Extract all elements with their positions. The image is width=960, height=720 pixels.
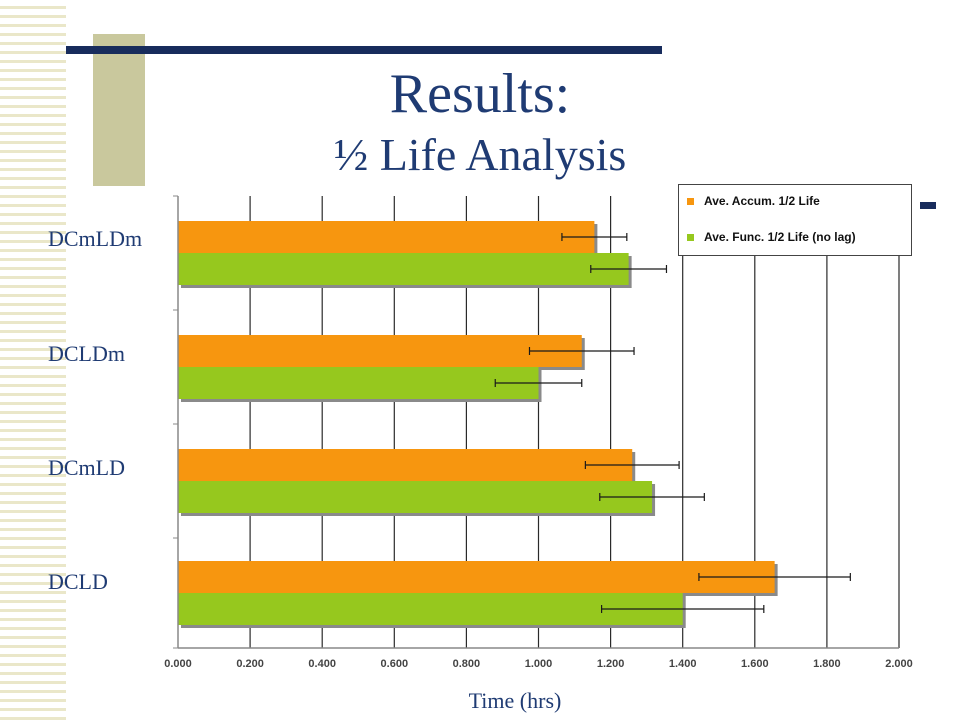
category-label-dcmldm: DCmLDm (48, 226, 143, 251)
slide-subtitle: ½ Life Analysis (333, 129, 627, 180)
category-label-dcld: DCLD (48, 569, 108, 594)
decorative-right-dash (920, 202, 936, 209)
x-tick-label: 1.400 (669, 658, 697, 670)
x-tick-label: 1.000 (525, 658, 553, 670)
slide-title: Results: (389, 63, 571, 125)
x-tick-label: 1.200 (597, 658, 625, 670)
bar (178, 593, 683, 625)
x-tick-label: 1.600 (741, 658, 769, 670)
bar (178, 481, 653, 513)
bar (178, 449, 633, 481)
x-axis-label: Time (hrs) (468, 688, 562, 713)
x-tick-label: 0.800 (453, 658, 481, 670)
legend-swatch-function (687, 233, 694, 241)
decorative-left-pattern (0, 0, 66, 720)
x-tick-label: 1.800 (813, 658, 841, 670)
legend-swatch-accumulation (687, 197, 694, 205)
legend-item-function: Ave. Func. 1/2 Life (no lag) (687, 230, 856, 244)
title-accent-bar (66, 46, 662, 54)
legend-label-accumulation: Ave. Accum. 1/2 Life (704, 194, 820, 208)
bar (178, 253, 629, 285)
category-label-dcmld: DCmLD (48, 455, 125, 480)
legend-label-function: Ave. Func. 1/2 Life (no lag) (704, 230, 856, 244)
x-tick-label: 0.400 (308, 658, 336, 670)
bar (178, 561, 775, 593)
title-accent-block (93, 34, 145, 186)
bar (178, 367, 539, 399)
legend-item-accumulation: Ave. Accum. 1/2 Life (687, 194, 820, 208)
x-tick-label: 0.200 (236, 658, 264, 670)
bar (178, 335, 582, 367)
x-tick-label: 2.000 (885, 658, 913, 670)
category-label-dcldm: DCLDm (48, 341, 125, 366)
x-tick-label: 0.600 (381, 658, 409, 670)
bar (178, 221, 595, 253)
x-tick-label: 0.000 (164, 658, 192, 670)
chart-legend: Ave. Accum. 1/2 Life Ave. Func. 1/2 Life… (678, 184, 912, 256)
